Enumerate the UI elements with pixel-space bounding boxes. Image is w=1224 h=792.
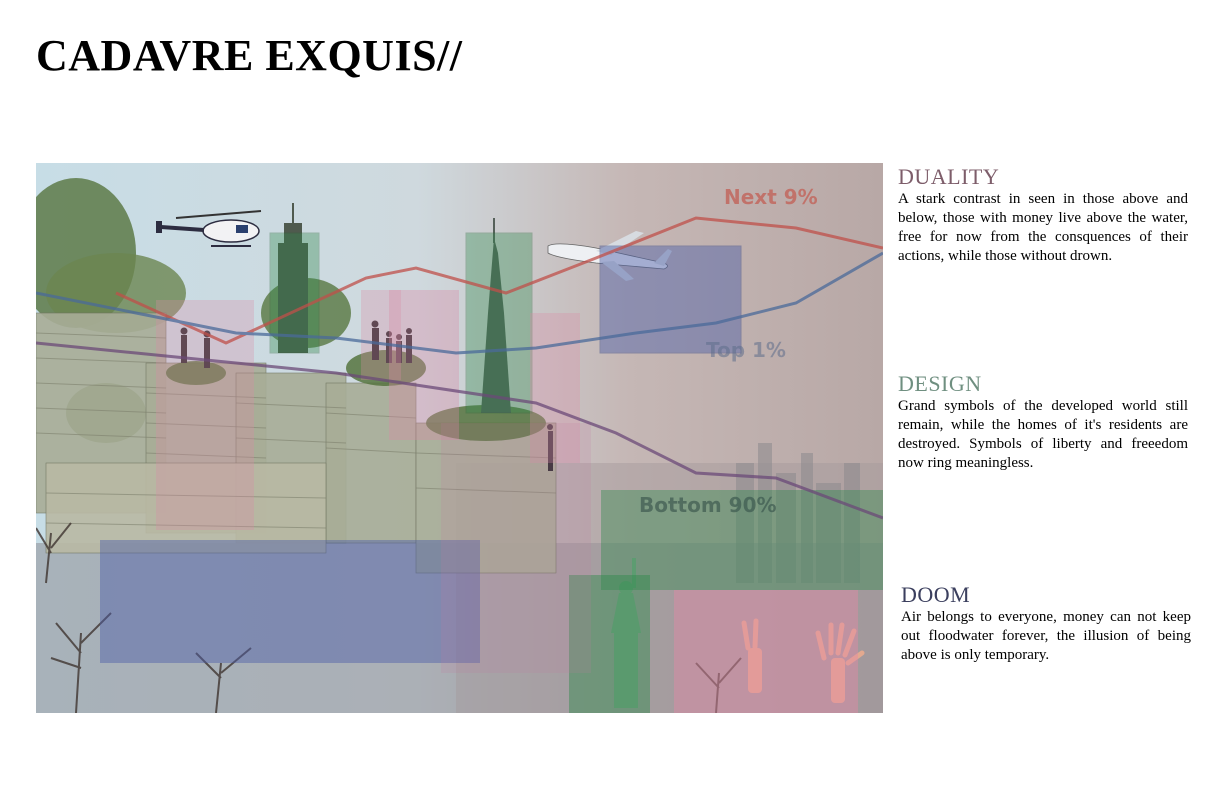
line-bottom-90: [36, 341, 883, 520]
section-heading: DUALITY: [898, 164, 1000, 189]
money-stack-lines: [36, 332, 557, 529]
helicopter-icon: [156, 210, 262, 247]
line-top-1: [36, 251, 883, 355]
burj-tower: [481, 218, 511, 413]
collage-scene: [36, 178, 883, 713]
label-top-1: Top 1%: [706, 338, 786, 362]
raised-hands-icon: [741, 618, 865, 703]
airplane-icon: [547, 231, 672, 281]
section-body: Air belongs to everyone, money can not k…: [901, 609, 1191, 663]
page-title: CADAVRE EXQUIS//: [36, 31, 463, 80]
section-body: Grand symbols of the developed world sti…: [898, 398, 1188, 471]
section-body: A stark contrast in seen in those above …: [898, 191, 1188, 264]
dead-trees: [36, 522, 742, 713]
collage-artwork: Next 9% Top 1% Bottom 90%: [36, 163, 883, 713]
section-heading: DOOM: [901, 582, 971, 607]
label-bottom-90: Bottom 90%: [639, 493, 777, 517]
section-duality: DUALITY A stark contrast in seen in thos…: [898, 165, 1188, 266]
statue-of-liberty: [611, 558, 641, 708]
overlay-blocks: [100, 232, 883, 713]
line-next-9: [115, 216, 883, 345]
label-next-9: Next 9%: [724, 185, 818, 209]
section-doom: DOOM Air belongs to everyone, money can …: [901, 583, 1191, 665]
trend-lines: [36, 216, 883, 520]
section-design: DESIGN Grand symbols of the developed wo…: [898, 372, 1188, 473]
section-heading: DESIGN: [898, 371, 982, 396]
